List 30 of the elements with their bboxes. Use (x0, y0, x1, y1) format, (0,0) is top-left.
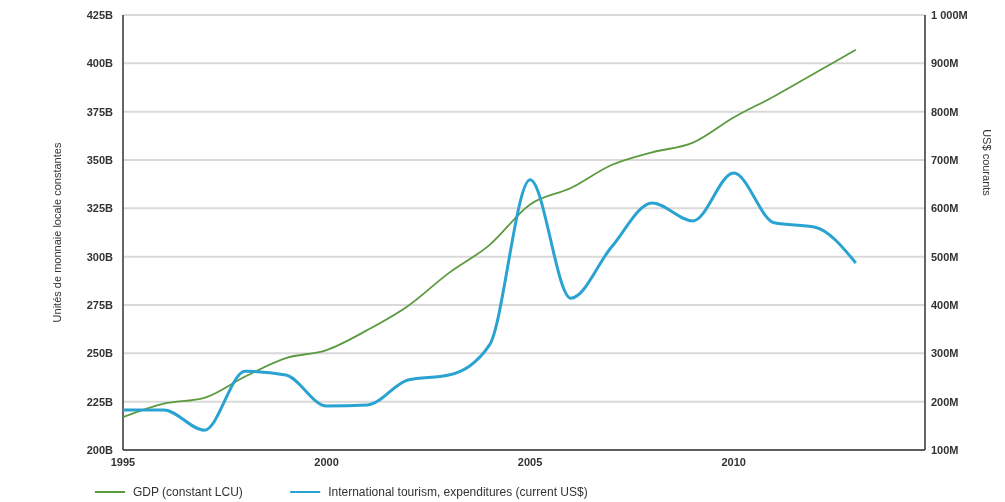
y-tick-label: 400B (86, 57, 114, 70)
y-tick-label: 350B (86, 153, 114, 166)
y2-axis-title: US$ courants (981, 129, 993, 197)
legend-label: International tourism, expenditures (current US$) (328, 485, 588, 500)
y2-tick-label: 700M (931, 153, 959, 166)
y2-tick-label: 500M (931, 250, 959, 263)
y2-tick-label: 900M (931, 57, 959, 70)
line-series (122, 48, 857, 419)
y-tick-label: 275B (86, 298, 114, 311)
y2-tick-label: 100M (931, 443, 959, 456)
legend-label: GDP (constant LCU) (133, 485, 243, 500)
y-tick-label: 375B (86, 105, 114, 118)
x-tick-label: 2000 (314, 456, 339, 468)
x-tick-label: 2005 (517, 456, 543, 468)
y2-tick-label: 300M (931, 347, 959, 360)
y-tick-label: 225B (86, 395, 114, 408)
x-tick-label: 2010 (721, 456, 746, 468)
y2-tick-label: 200M (931, 395, 959, 408)
y-tick-label: 325B (86, 202, 114, 215)
y2-tick-label: 400M (931, 298, 959, 311)
y2-tick-label: 600M (931, 202, 959, 215)
y2-tick-label: 800M (931, 105, 959, 118)
y-tick-label: 425B (86, 8, 114, 21)
y-axis-title: Unités de monnaie locale constantes (51, 142, 63, 323)
y-tick-label: 250B (86, 347, 114, 360)
y-tick-label: 200B (86, 443, 114, 456)
line-series (121, 171, 858, 432)
y2-tick-label: 1 000M (931, 8, 968, 21)
x-tick-label: 1995 (110, 456, 136, 468)
y-tick-label: 300B (86, 250, 114, 263)
